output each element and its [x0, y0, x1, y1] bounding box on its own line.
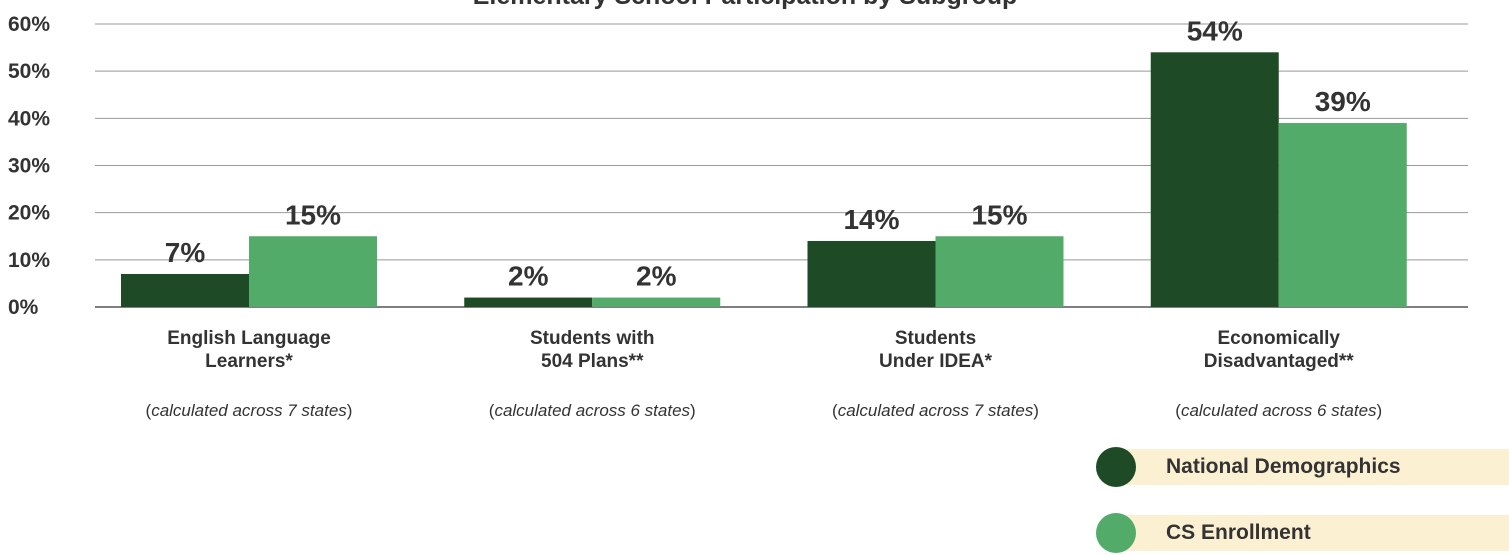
legend-swatch-cs-enrollment [1096, 513, 1136, 553]
category-label: English Language [167, 328, 331, 349]
data-label: 7% [165, 237, 206, 268]
category-label: Disadvantaged** [1204, 351, 1355, 372]
category-note: (calculated across 6 states) [489, 401, 696, 420]
category-label: Learners* [205, 351, 293, 372]
category-label: Under IDEA* [879, 351, 993, 372]
bar [807, 240, 936, 307]
y-tick-label: 10% [8, 249, 50, 272]
data-label: 14% [843, 204, 899, 235]
y-tick-label: 40% [8, 107, 50, 130]
category-note: (calculated across 6 states) [1175, 401, 1382, 420]
y-tick-label: 50% [8, 60, 50, 83]
bars [121, 52, 1407, 307]
legend-item-national-demographics: National Demographics [1096, 447, 1509, 487]
category-label: Students with [530, 328, 655, 349]
y-tick-label: 30% [8, 155, 50, 178]
category-label: Economically [1218, 328, 1341, 349]
legend-label-cs-enrollment: CS Enrollment [1166, 521, 1311, 544]
bar [592, 297, 721, 307]
bar [1150, 52, 1279, 307]
data-label: 15% [971, 199, 1027, 230]
bar [935, 236, 1064, 307]
legend-swatch-national-demographics [1096, 447, 1136, 487]
legend-band [1118, 515, 1509, 551]
y-axis-ticks: 0% 10% 20% 30% 40% 50% 60% [8, 13, 50, 319]
legend-label-national-demographics: National Demographics [1166, 455, 1401, 478]
bar [249, 236, 377, 307]
data-labels: 7% 15% 2% 2% 14% 15% 54% 39% [165, 15, 1371, 291]
bar [464, 297, 593, 307]
category-note: (calculated across 7 states) [146, 401, 353, 420]
data-label: 54% [1187, 15, 1243, 46]
category-note: (calculated across 7 states) [832, 401, 1039, 420]
data-label: 39% [1315, 86, 1371, 117]
legend-item-cs-enrollment: CS Enrollment [1096, 513, 1509, 553]
bar [121, 273, 249, 307]
y-tick-label: 20% [8, 202, 50, 225]
bar [1278, 123, 1407, 307]
data-label: 2% [636, 261, 677, 292]
data-label: 15% [285, 199, 341, 230]
category-label: 504 Plans** [541, 351, 644, 372]
y-tick-label: 0% [8, 296, 39, 319]
legend-band [1118, 449, 1509, 485]
data-label: 2% [508, 261, 549, 292]
y-tick-label: 60% [8, 13, 50, 36]
chart-title: Elementary School Participation by Subgr… [473, 0, 1018, 10]
category-label: Students [895, 328, 976, 349]
